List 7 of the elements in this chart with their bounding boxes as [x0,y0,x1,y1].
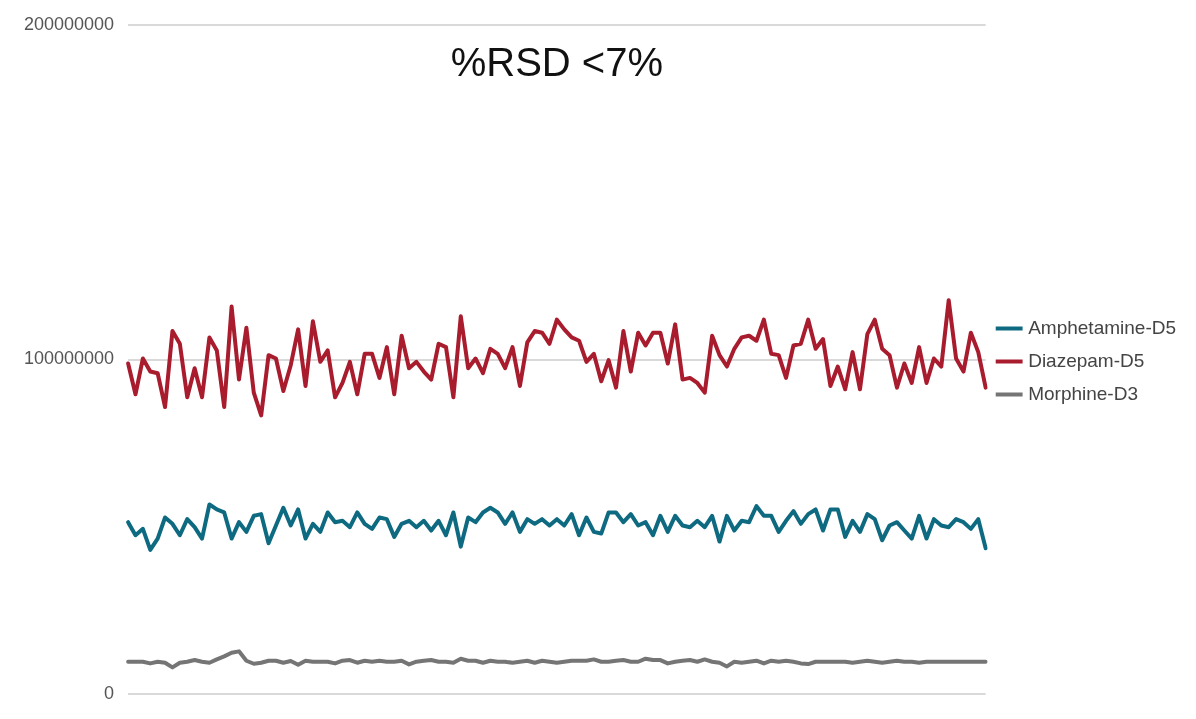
legend-label: Morphine-D3 [1028,382,1138,404]
legend-label: Diazepam-D5 [1028,349,1145,371]
chart-title: %RSD <7% [450,39,664,84]
legend-label: Amphetamine-D5 [1028,316,1176,338]
y-tick-label: 200000000 [23,13,115,34]
y-tick-label: 0 [104,683,115,704]
y-tick-label: 100000000 [23,348,115,369]
